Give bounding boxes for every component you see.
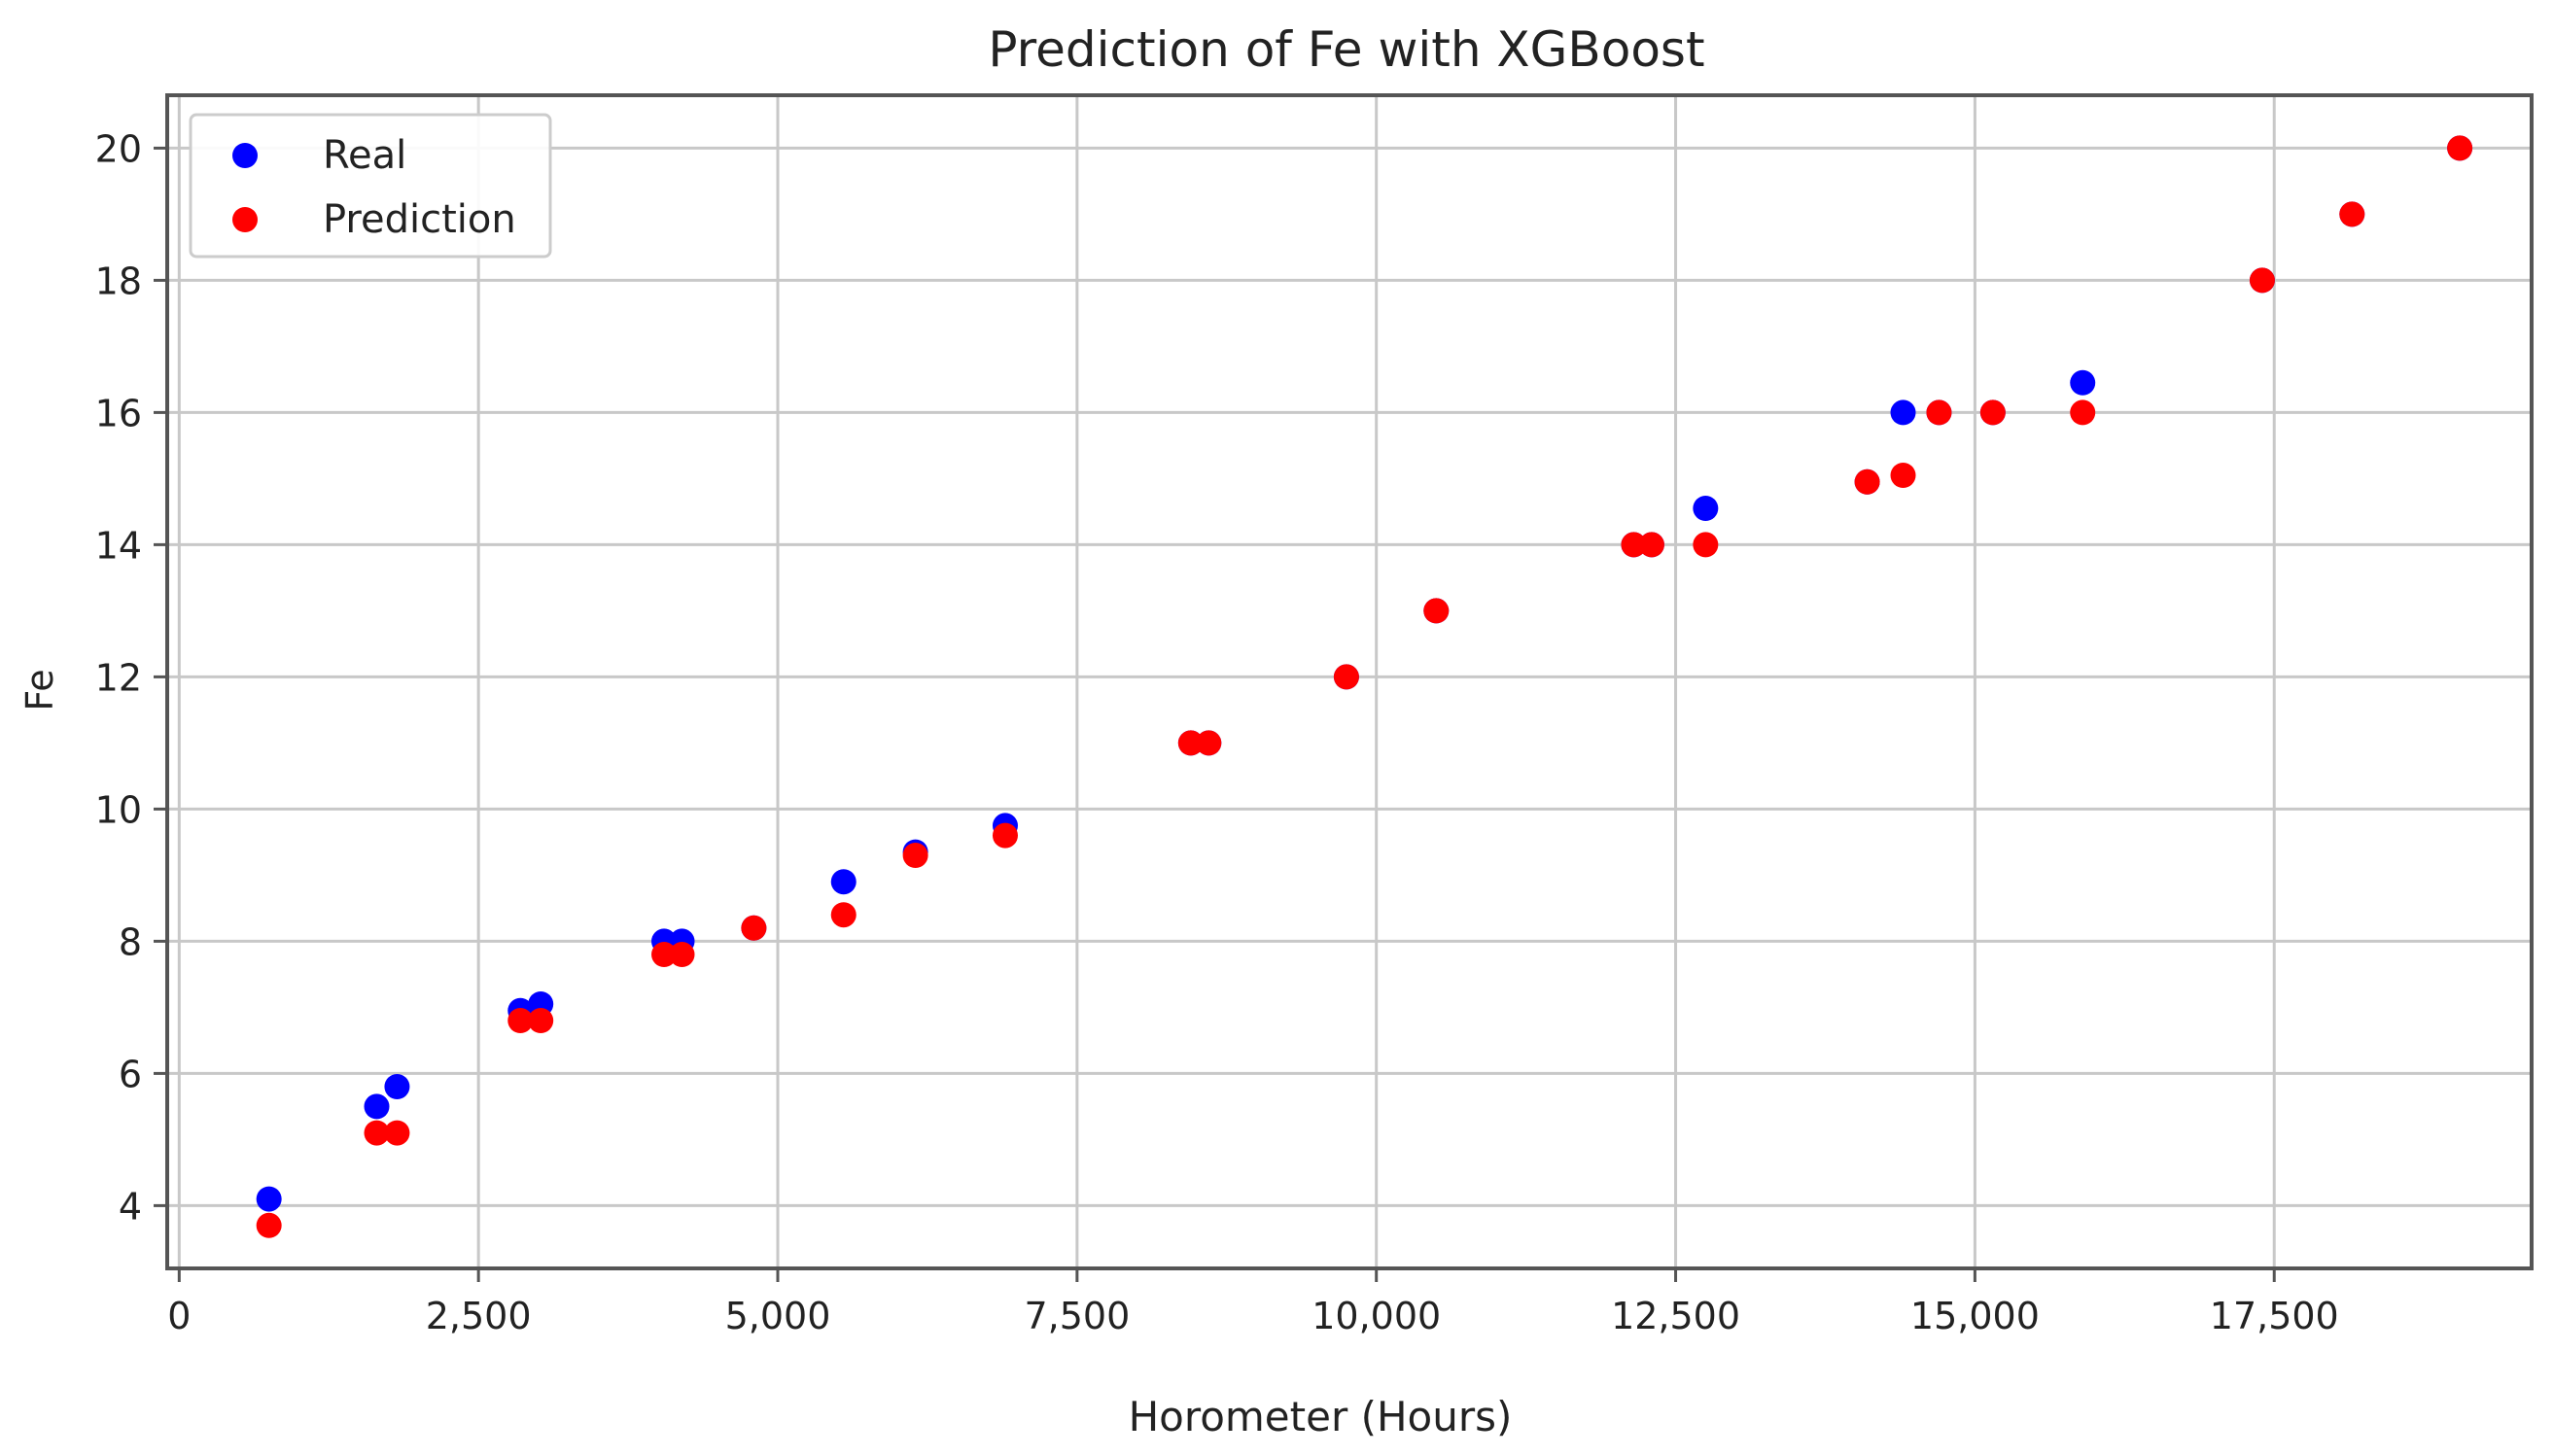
prediction-point	[384, 1120, 410, 1146]
x-tick-label: 2,500	[426, 1295, 532, 1337]
prediction-point	[741, 915, 767, 941]
legend-label-real: Real	[323, 133, 406, 178]
y-tick-label: 18	[95, 260, 142, 302]
y-axis-label: Fe	[18, 669, 61, 711]
prediction-point	[1854, 468, 1880, 495]
y-tick-label: 12	[95, 656, 142, 699]
legend-label-prediction: Prediction	[323, 197, 516, 242]
chart-title: Prediction of Fe with XGBoost	[988, 21, 1704, 78]
y-tick-label: 20	[95, 127, 142, 170]
y-tick-label: 14	[95, 524, 142, 567]
prediction-point	[902, 843, 928, 868]
x-tick-label: 0	[167, 1295, 191, 1337]
real-point	[384, 1074, 410, 1099]
legend-marker-prediction	[232, 207, 258, 232]
prediction-point	[1638, 532, 1664, 558]
data-points	[256, 135, 2473, 1238]
prediction-point	[1333, 664, 1359, 690]
prediction-point	[1979, 399, 2006, 426]
y-tick-label: 8	[119, 920, 142, 963]
prediction-point	[528, 1008, 554, 1033]
x-tick-label: 17,500	[2210, 1295, 2339, 1337]
grid	[167, 95, 2532, 1268]
x-tick-label: 10,000	[1311, 1295, 1441, 1337]
prediction-point	[2447, 135, 2473, 161]
prediction-point	[1926, 399, 1952, 426]
prediction-point	[2339, 201, 2365, 227]
real-point	[2070, 369, 2096, 396]
x-axis-label: Horometer (Hours)	[1129, 1393, 1513, 1440]
y-tick-label: 16	[95, 392, 142, 434]
plot-area	[165, 93, 2534, 1270]
prediction-point	[830, 902, 857, 928]
prediction-point	[1693, 532, 1719, 558]
x-tick-label: 12,500	[1611, 1295, 1740, 1337]
real-point	[1693, 496, 1719, 521]
legend: Real Prediction	[189, 113, 552, 259]
prediction-point	[1177, 730, 1204, 756]
legend-marker-real	[232, 143, 258, 168]
prediction-point	[651, 942, 678, 967]
legend-box	[189, 113, 552, 259]
prediction-point	[256, 1212, 282, 1238]
y-tick-label: 10	[95, 788, 142, 831]
axis-ticks: 0 2,500 5,000 7,500 10,000 12,500 15,000 17,500…	[95, 127, 2339, 1337]
y-tick-label: 6	[119, 1053, 142, 1095]
prediction-point	[669, 942, 695, 967]
x-tick-label: 15,000	[1910, 1295, 2040, 1337]
prediction-point	[2249, 267, 2275, 294]
prediction-point	[1423, 598, 1450, 624]
y-tick-label: 4	[119, 1185, 142, 1228]
prediction-point	[507, 1008, 534, 1033]
prediction-point	[1621, 532, 1647, 558]
prediction-point	[992, 822, 1018, 849]
prediction-point	[2070, 399, 2096, 426]
x-tick-label: 5,000	[725, 1295, 831, 1337]
real-point	[256, 1186, 282, 1212]
real-point	[364, 1093, 390, 1120]
x-tick-label: 7,500	[1024, 1295, 1130, 1337]
prediction-point	[364, 1120, 390, 1146]
real-point	[830, 869, 857, 895]
real-point	[1890, 399, 1916, 426]
prediction-point	[1196, 730, 1222, 756]
prediction-point	[1890, 463, 1916, 488]
